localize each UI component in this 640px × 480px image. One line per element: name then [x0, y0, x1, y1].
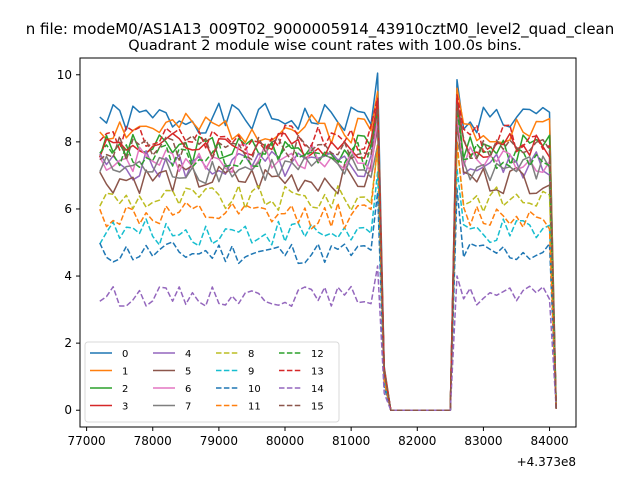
legend-label: 7	[185, 402, 191, 413]
x-tick-label: 78000	[134, 434, 172, 448]
y-tick-label: 2	[64, 336, 72, 350]
legend-label: 13	[311, 367, 324, 378]
series-line-6	[99, 114, 557, 411]
series-line-11	[99, 141, 557, 411]
x-offset-label: +4.373e8	[517, 455, 576, 469]
figure-suptitle: n file: modeM0/AS1A13_009T02_9000005914_…	[26, 20, 615, 39]
legend-label: 2	[122, 384, 128, 395]
series-line-4	[99, 110, 557, 411]
plot-lines	[99, 72, 557, 411]
x-tick-label: 82000	[398, 434, 436, 448]
series-line-3	[99, 97, 557, 411]
legend-label: 5	[185, 367, 191, 378]
y-tick-label: 6	[64, 202, 72, 216]
legend-label: 4	[185, 349, 191, 360]
series-line-14	[99, 265, 557, 411]
y-tick-label: 8	[64, 135, 72, 149]
y-axis: 0 2 4 6 8 10	[57, 68, 80, 417]
legend-label: 0	[122, 349, 128, 360]
legend-label: 12	[311, 349, 324, 360]
x-tick-label: 77000	[68, 434, 106, 448]
y-tick-label: 4	[64, 269, 72, 283]
series-line-15	[99, 104, 557, 411]
legend-label: 8	[248, 349, 254, 360]
x-tick-label: 80000	[266, 434, 304, 448]
legend-label: 3	[122, 402, 128, 413]
series-line-10	[99, 188, 557, 411]
series-line-9	[99, 167, 557, 411]
series-line-8	[99, 144, 557, 411]
chart-title: Quadrant 2 module wise count rates with …	[128, 38, 522, 54]
y-tick-label: 10	[57, 68, 72, 82]
series-line-7	[99, 141, 557, 411]
x-tick-label: 84000	[530, 434, 568, 448]
x-tick-label: 83000	[464, 434, 502, 448]
x-tick-label: 81000	[332, 434, 370, 448]
legend-label: 6	[185, 384, 191, 395]
legend-label: 9	[248, 367, 254, 378]
series-line-13	[99, 94, 557, 411]
axes-frame	[79, 57, 577, 428]
x-tick-label: 79000	[200, 434, 238, 448]
legend-frame	[84, 341, 340, 423]
legend-label: 1	[122, 367, 128, 378]
legend-label: 11	[248, 402, 261, 413]
x-axis: 77000 78000 79000 80000 81000 82000 83000 84000	[68, 427, 569, 448]
y-tick-label: 0	[64, 403, 72, 417]
legend-label: 10	[248, 384, 261, 395]
legend-label: 14	[311, 384, 324, 395]
legend-label: 15	[311, 402, 324, 413]
